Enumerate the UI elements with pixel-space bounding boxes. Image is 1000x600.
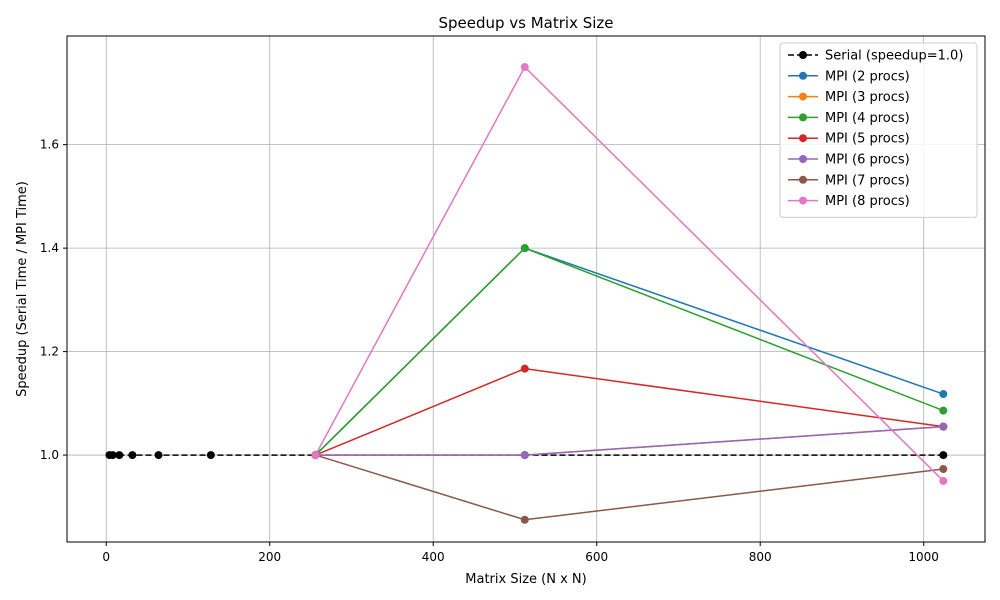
legend-label-4: MPI (5 procs) — [825, 132, 910, 147]
legend-marker-6 — [799, 175, 807, 184]
legend-marker-5 — [799, 155, 807, 163]
chart-title: Speedup vs Matrix Size — [438, 14, 613, 32]
legend-label-0: Serial (speedup=1.0) — [825, 49, 963, 64]
y-tick-label: 1.2 — [40, 345, 59, 359]
series-6-point — [939, 465, 948, 474]
plot-frame — [66, 35, 986, 543]
legend-marker-1 — [799, 71, 807, 80]
series-7-point — [311, 451, 320, 460]
series-lines — [105, 63, 948, 524]
legend-marker-7 — [799, 196, 807, 205]
legend-label-7: MPI (8 procs) — [825, 194, 910, 209]
y-axis-label: Speedup (Serial Time / MPI Time) — [15, 181, 30, 397]
legend-label-1: MPI (2 procs) — [825, 69, 910, 84]
x-tick-label: 200 — [258, 550, 281, 564]
series-line-4 — [315, 367, 944, 456]
series-0-point — [939, 451, 948, 460]
series-7-point — [939, 476, 948, 485]
series-3-point — [939, 406, 948, 415]
series-0-point — [108, 451, 117, 460]
legend-label-5: MPI (6 procs) — [825, 153, 910, 168]
y-tick-label: 1.0 — [40, 448, 59, 462]
x-tick-label: 800 — [749, 550, 772, 564]
series-0-point — [206, 451, 215, 460]
series-5-point — [520, 451, 529, 460]
legend-box — [779, 42, 978, 218]
legend-marker-0 — [799, 51, 807, 59]
series-line-5 — [315, 425, 944, 456]
legend-label-3: MPI (4 procs) — [825, 111, 910, 126]
series-1-point — [939, 390, 948, 399]
series-3-point — [520, 244, 529, 253]
y-tick-label: 1.6 — [40, 138, 59, 152]
x-tick-label: 400 — [422, 550, 445, 564]
series-line-2 — [315, 425, 944, 456]
series-6-point — [520, 515, 529, 524]
series-4-point — [520, 364, 529, 373]
series-0-point — [154, 451, 163, 460]
series-0-point — [128, 451, 137, 460]
axes: 0 200 400 600 800 1000 1.0 1.2 1.4 1.6 — [40, 35, 986, 564]
series-line-6 — [315, 454, 944, 521]
series-5-point — [939, 422, 948, 431]
x-tick-label: 1000 — [908, 550, 939, 564]
series-0-point — [115, 451, 124, 460]
legend-marker-2 — [799, 92, 807, 101]
legend-label-6: MPI (7 procs) — [825, 173, 910, 188]
x-tick-label: 600 — [585, 550, 608, 564]
x-axis-label: Matrix Size (N x N) — [465, 572, 586, 587]
y-tick-label: 1.4 — [40, 241, 59, 255]
legend-marker-4 — [799, 134, 807, 143]
legend-marker-3 — [799, 113, 807, 122]
series-7-point — [520, 63, 529, 72]
legend: Serial (speedup=1.0) MPI (2 procs) MPI (3 … — [779, 42, 978, 218]
x-tick-label: 0 — [102, 550, 110, 564]
legend-label-2: MPI (3 procs) — [825, 90, 910, 105]
